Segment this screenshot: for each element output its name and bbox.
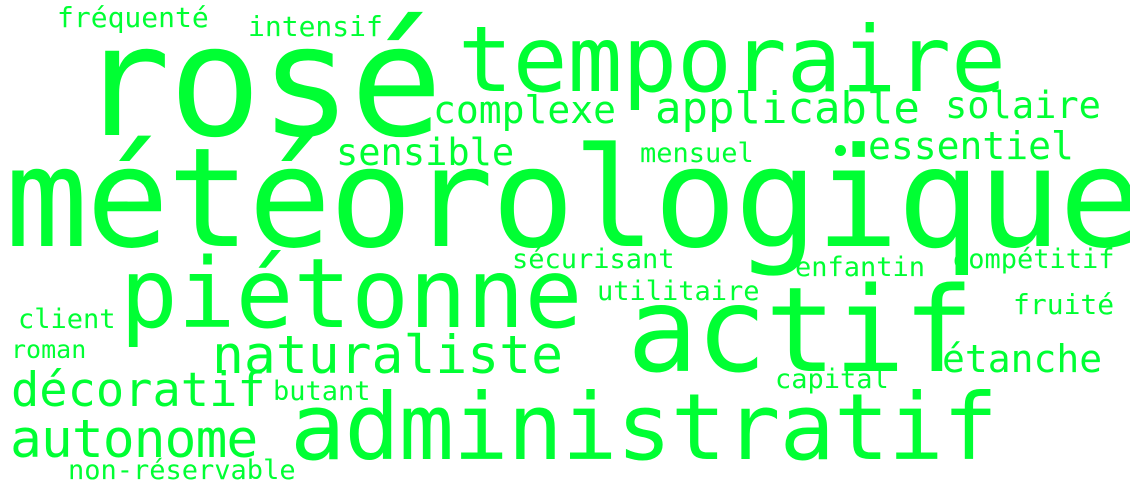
word-non-reservable: non-réservable [68, 457, 296, 484]
word-competitif: compétitif [952, 246, 1115, 273]
word-decoratif: décoratif [11, 367, 266, 414]
word-fruite: fruité [1013, 291, 1114, 319]
word-administratif: administratif [290, 382, 997, 474]
word-etanche: étanche [942, 340, 1102, 378]
word-client: client [18, 306, 116, 333]
word-roman: roman [11, 337, 86, 362]
